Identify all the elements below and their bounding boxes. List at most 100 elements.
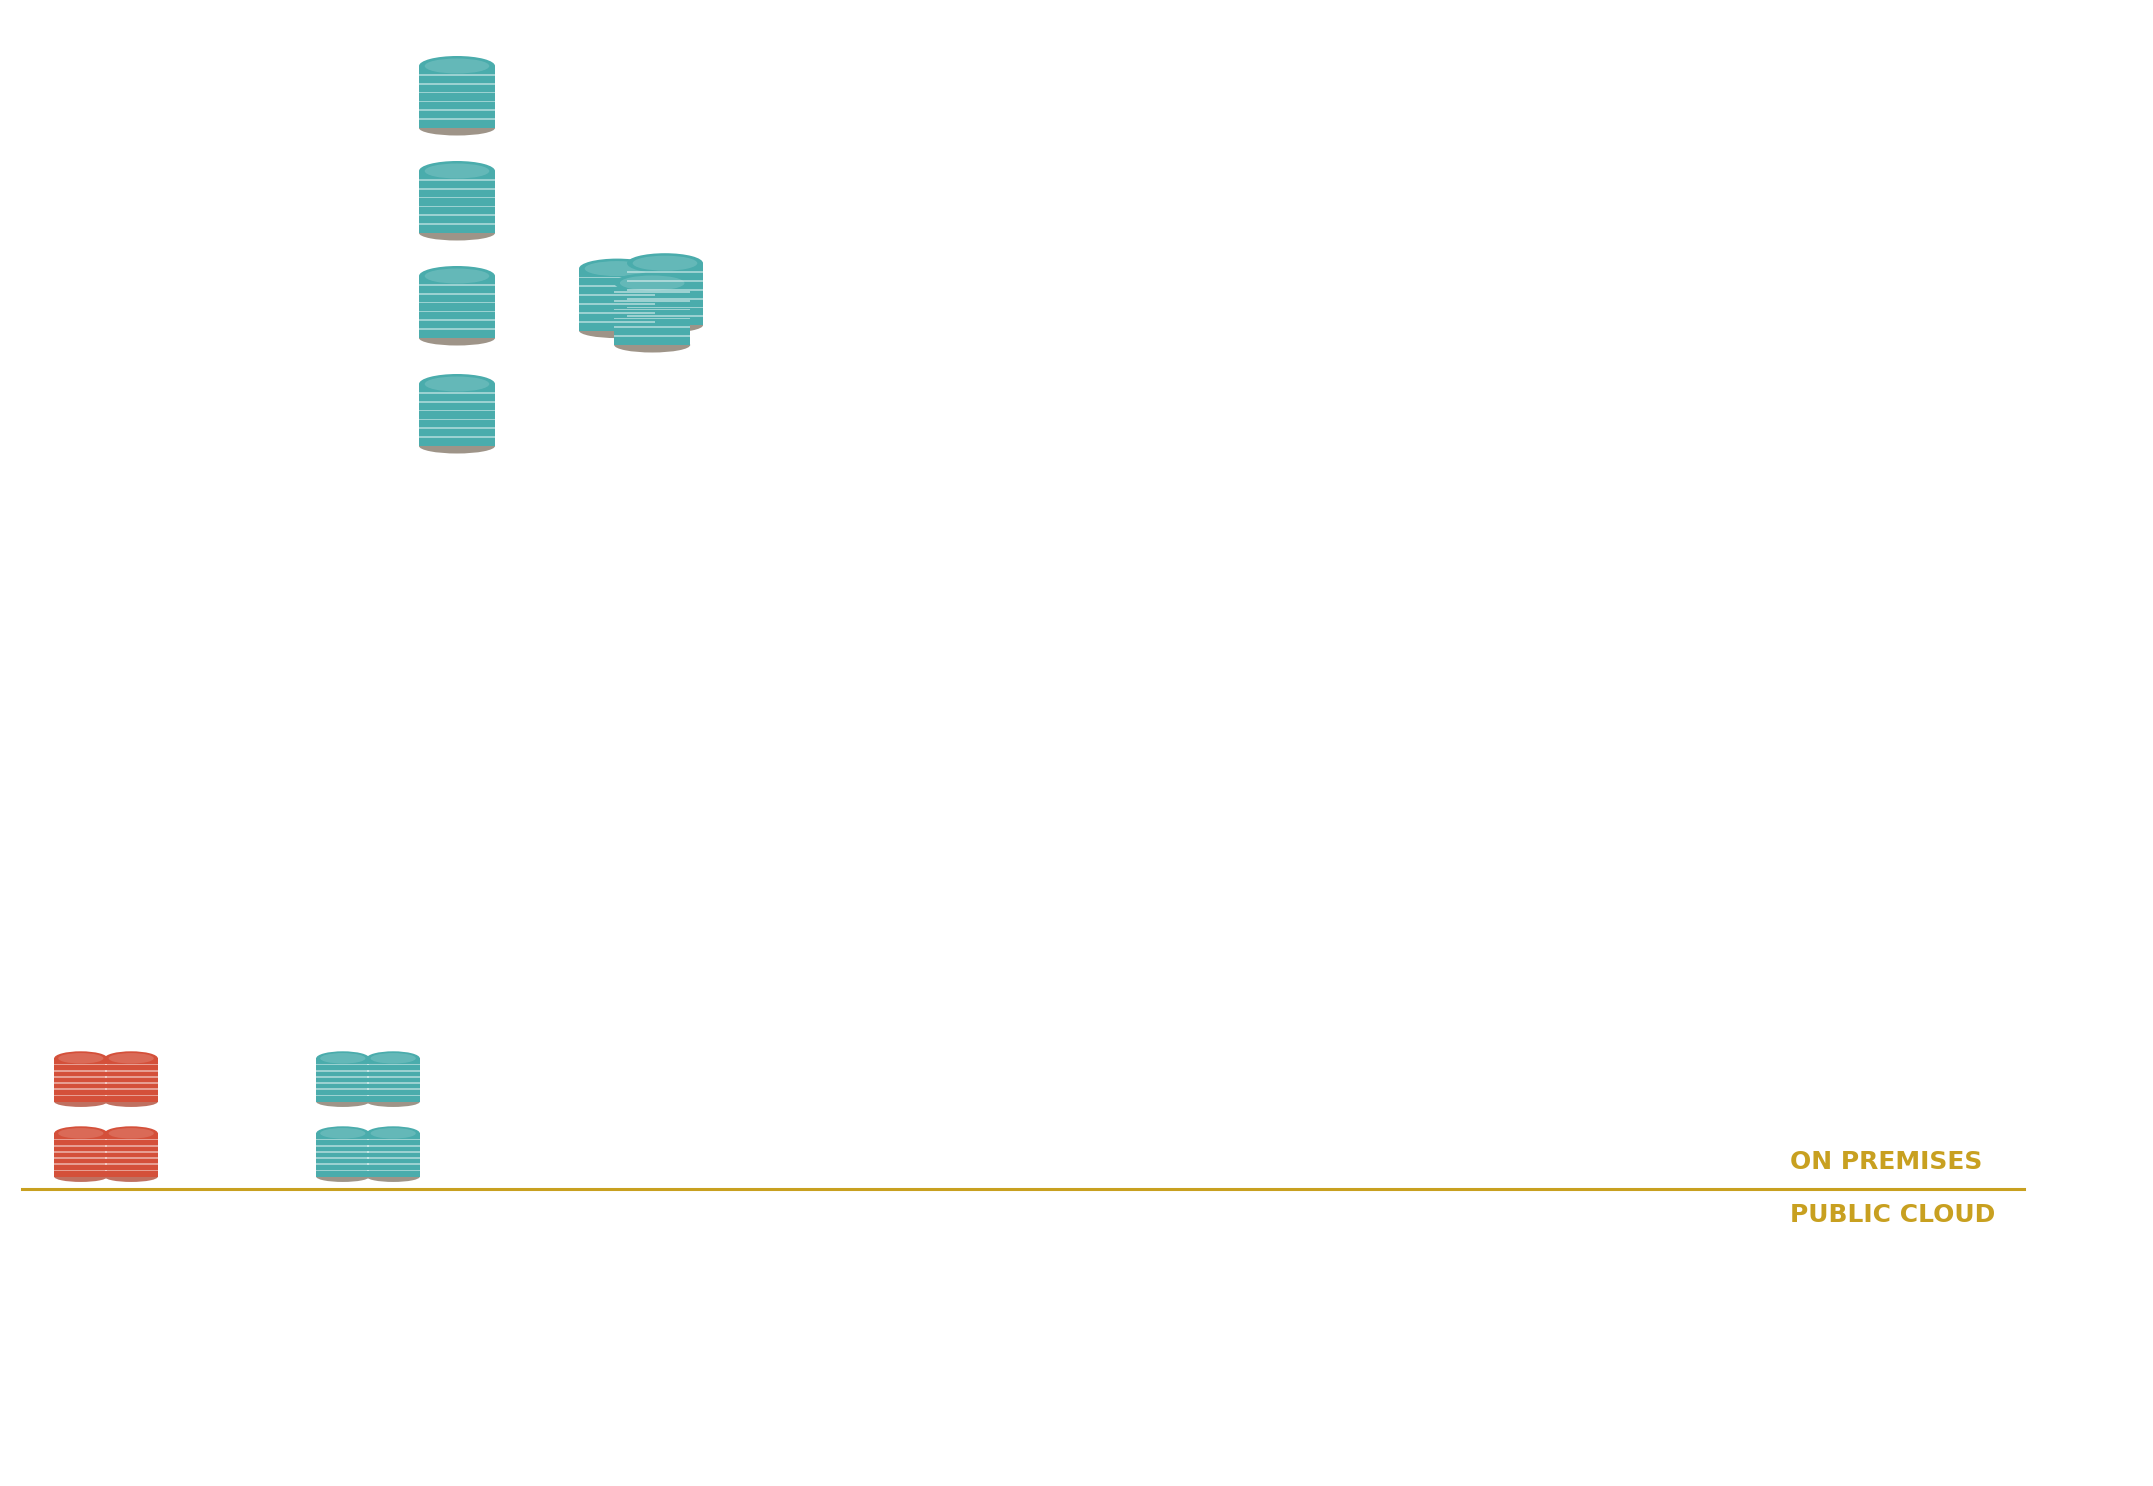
- Polygon shape: [316, 1058, 370, 1101]
- Text: PUBLIC CLOUD: PUBLIC CLOUD: [1789, 1204, 1996, 1227]
- Polygon shape: [105, 1088, 157, 1091]
- Polygon shape: [614, 291, 691, 293]
- Polygon shape: [316, 1164, 370, 1165]
- Polygon shape: [366, 1158, 420, 1159]
- Text: ON PREMISES: ON PREMISES: [1789, 1150, 1983, 1174]
- Polygon shape: [579, 312, 655, 314]
- Ellipse shape: [316, 1126, 370, 1140]
- Ellipse shape: [420, 438, 495, 453]
- Polygon shape: [627, 315, 704, 317]
- Polygon shape: [579, 294, 655, 296]
- Polygon shape: [316, 1138, 370, 1140]
- Polygon shape: [579, 285, 655, 287]
- Ellipse shape: [105, 1051, 157, 1065]
- Ellipse shape: [424, 58, 489, 73]
- Polygon shape: [54, 1058, 108, 1101]
- Polygon shape: [366, 1076, 420, 1077]
- Polygon shape: [614, 282, 691, 345]
- Polygon shape: [54, 1088, 108, 1091]
- Polygon shape: [579, 276, 655, 278]
- Polygon shape: [54, 1082, 108, 1083]
- Polygon shape: [316, 1070, 370, 1071]
- Polygon shape: [105, 1064, 157, 1065]
- Polygon shape: [105, 1164, 157, 1165]
- Polygon shape: [366, 1134, 420, 1177]
- Polygon shape: [579, 303, 655, 305]
- Ellipse shape: [627, 318, 704, 333]
- Ellipse shape: [420, 330, 495, 346]
- Polygon shape: [420, 311, 495, 312]
- Polygon shape: [420, 319, 495, 321]
- Ellipse shape: [321, 1128, 366, 1138]
- Polygon shape: [420, 419, 495, 421]
- Polygon shape: [105, 1134, 157, 1177]
- Ellipse shape: [420, 56, 495, 76]
- Ellipse shape: [586, 262, 650, 276]
- Ellipse shape: [420, 226, 495, 241]
- Polygon shape: [366, 1082, 420, 1083]
- Polygon shape: [54, 1138, 108, 1140]
- Polygon shape: [420, 401, 495, 403]
- Ellipse shape: [54, 1171, 108, 1181]
- Ellipse shape: [420, 266, 495, 285]
- Polygon shape: [420, 101, 495, 103]
- Ellipse shape: [420, 160, 495, 181]
- Polygon shape: [420, 171, 495, 233]
- Ellipse shape: [105, 1126, 157, 1140]
- Polygon shape: [54, 1152, 108, 1153]
- Polygon shape: [366, 1058, 420, 1101]
- Ellipse shape: [54, 1097, 108, 1107]
- Polygon shape: [366, 1070, 420, 1071]
- Ellipse shape: [420, 120, 495, 135]
- Polygon shape: [54, 1070, 108, 1071]
- Polygon shape: [420, 65, 495, 128]
- Polygon shape: [316, 1076, 370, 1077]
- Ellipse shape: [620, 275, 685, 290]
- Ellipse shape: [424, 269, 489, 284]
- Polygon shape: [614, 336, 691, 337]
- Polygon shape: [420, 328, 495, 330]
- Polygon shape: [316, 1064, 370, 1065]
- Polygon shape: [105, 1158, 157, 1159]
- Polygon shape: [366, 1164, 420, 1165]
- Polygon shape: [420, 205, 495, 208]
- Ellipse shape: [579, 259, 655, 278]
- Polygon shape: [316, 1095, 370, 1097]
- Polygon shape: [420, 410, 495, 412]
- Polygon shape: [366, 1095, 420, 1097]
- Ellipse shape: [614, 273, 691, 293]
- Polygon shape: [627, 270, 704, 273]
- Polygon shape: [54, 1169, 108, 1171]
- Ellipse shape: [316, 1171, 370, 1181]
- Polygon shape: [420, 223, 495, 224]
- Polygon shape: [579, 321, 655, 322]
- Polygon shape: [420, 276, 495, 337]
- Polygon shape: [316, 1144, 370, 1147]
- Ellipse shape: [105, 1097, 157, 1107]
- Polygon shape: [614, 309, 691, 311]
- Polygon shape: [420, 178, 495, 181]
- Polygon shape: [316, 1088, 370, 1091]
- Ellipse shape: [366, 1051, 420, 1065]
- Polygon shape: [105, 1070, 157, 1071]
- Polygon shape: [420, 74, 495, 76]
- Polygon shape: [54, 1076, 108, 1077]
- Polygon shape: [54, 1064, 108, 1065]
- Polygon shape: [54, 1158, 108, 1159]
- Polygon shape: [54, 1164, 108, 1165]
- Polygon shape: [54, 1134, 108, 1177]
- Polygon shape: [627, 279, 704, 282]
- Polygon shape: [366, 1064, 420, 1065]
- Ellipse shape: [366, 1126, 420, 1140]
- Polygon shape: [366, 1088, 420, 1091]
- Polygon shape: [105, 1082, 157, 1083]
- Polygon shape: [105, 1095, 157, 1097]
- Polygon shape: [105, 1152, 157, 1153]
- Ellipse shape: [366, 1097, 420, 1107]
- Polygon shape: [105, 1138, 157, 1140]
- Polygon shape: [627, 263, 704, 325]
- Ellipse shape: [366, 1171, 420, 1181]
- Ellipse shape: [108, 1128, 153, 1138]
- Ellipse shape: [424, 376, 489, 391]
- Polygon shape: [316, 1169, 370, 1171]
